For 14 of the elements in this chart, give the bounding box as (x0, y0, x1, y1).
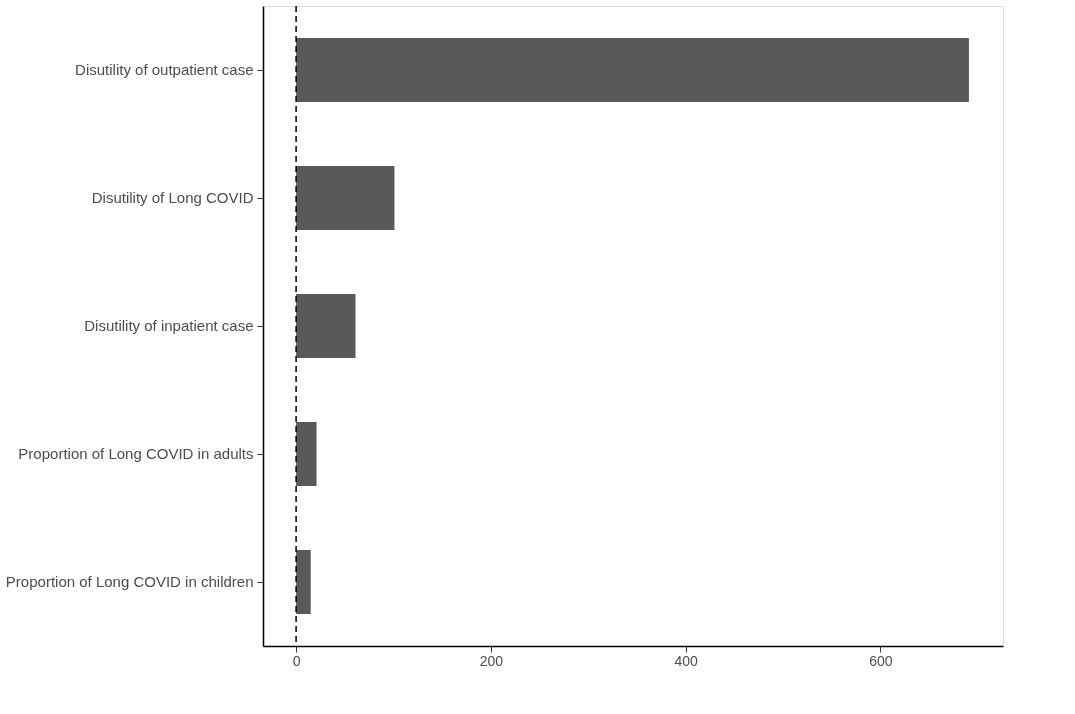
x-tick-label: 400 (674, 652, 698, 669)
y-tick-label: Proportion of Long COVID in adults (18, 445, 254, 462)
bar (296, 294, 356, 358)
bar (296, 38, 969, 102)
y-tick-label: Disutility of inpatient case (84, 317, 254, 334)
bar (296, 422, 317, 486)
x-tick-label: 0 (292, 652, 301, 669)
y-tick-label: Disutility of outpatient case (75, 61, 254, 78)
y-tick-label: Proportion of Long COVID in children (5, 573, 254, 590)
bar (296, 166, 395, 230)
y-tick-label: Disutility of Long COVID (91, 189, 254, 206)
x-tick-label: 600 (869, 652, 893, 669)
x-tick-label: 200 (479, 652, 504, 669)
bar (296, 550, 311, 614)
